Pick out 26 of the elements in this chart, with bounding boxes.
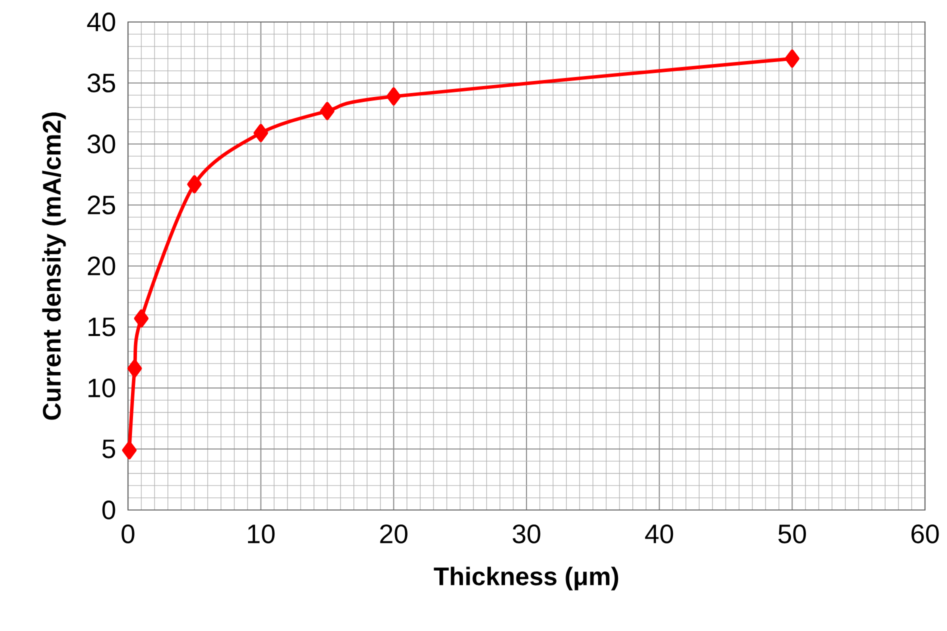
x-tick-label: 40: [645, 524, 674, 544]
y-tick-label: 35: [88, 74, 116, 92]
point: [187, 175, 202, 194]
point: [134, 309, 149, 328]
y-tick-label: 5: [102, 440, 116, 458]
y-tick-label: 10: [88, 378, 116, 398]
point: [784, 50, 800, 68]
x-tick-label: 20: [380, 524, 408, 544]
y-tick-label: 20: [88, 256, 116, 276]
y-tick-label: 15: [88, 318, 116, 336]
point: [127, 359, 142, 378]
x-tick-label: 30: [512, 524, 540, 544]
y-tick-label: 0: [102, 500, 116, 520]
x-axis-title: Thickness (μm): [434, 566, 618, 590]
y-axis-title: Current density (mA/cm2): [42, 112, 66, 420]
x-tick-label: 50: [778, 524, 806, 544]
y-tick-label: 30: [88, 134, 116, 154]
y-tick-label: 40: [87, 12, 116, 32]
point: [254, 124, 268, 142]
x-tick-label: 0: [122, 524, 134, 544]
point: [386, 87, 401, 106]
point: [122, 441, 137, 460]
point: [320, 102, 334, 120]
x-tick-label: 10: [248, 524, 275, 544]
x-tick-label: 60: [912, 524, 939, 544]
y-tick-label: 25: [88, 196, 116, 214]
